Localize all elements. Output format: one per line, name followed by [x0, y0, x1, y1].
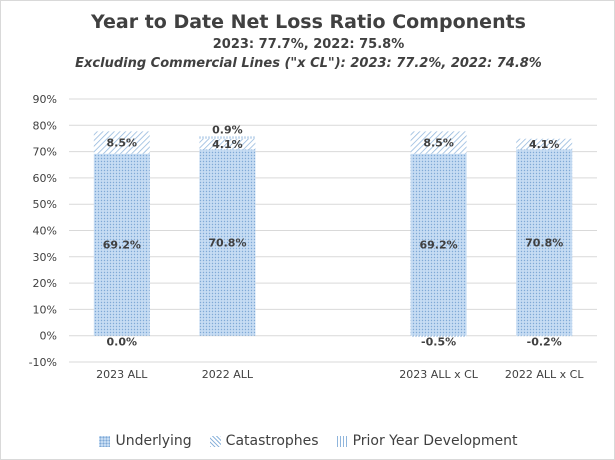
bar-prior-year-development: [410, 335, 467, 338]
data-label-prior-year-development: 0.9%: [212, 123, 243, 136]
data-label-catastrophes: 4.1%: [212, 138, 243, 151]
bar-underlying: [93, 153, 150, 336]
bar-catastrophes: [516, 138, 573, 150]
gridlines: [69, 98, 597, 363]
x-tick-label: 2022 ALL x CL: [505, 368, 584, 381]
y-tick-label: 50%: [33, 198, 57, 211]
legend-label-catastrophes: Catastrophes: [225, 433, 319, 449]
chart-subtitle-excl-cl: Excluding Commercial Lines ("x CL"): 202…: [75, 56, 542, 71]
catastrophes-swatch-icon: [209, 435, 221, 447]
bar-prior-year-development: [199, 136, 256, 139]
chart-title: Year to Date Net Loss Ratio Components: [90, 11, 526, 33]
bars: [93, 131, 573, 338]
bar-catastrophes: [93, 131, 150, 154]
y-tick-label: 70%: [33, 146, 57, 159]
legend-label-underlying: Underlying: [115, 433, 192, 449]
y-tick-label: 90%: [33, 93, 57, 106]
data-label-underlying: 69.2%: [103, 239, 141, 252]
y-tick-label: -10%: [29, 356, 57, 369]
y-tick-label: 0%: [40, 330, 57, 343]
data-label-prior-year-development: -0.2%: [527, 336, 562, 349]
y-tick-label: 60%: [33, 172, 57, 185]
bar-prior-year-development: [516, 335, 573, 337]
bar-catastrophes: [410, 131, 467, 154]
legend-item-catastrophes[interactable]: Catastrophes: [209, 433, 319, 449]
y-tick-label: 10%: [33, 303, 57, 316]
underlying-swatch-icon: [99, 435, 111, 447]
data-labels: 69.2% 8.5% 0.0% 70.8% 4.1% 0.9% 69.2% 8.5% -0.5%…: [103, 123, 564, 348]
y-tick-label: 40%: [33, 225, 57, 238]
legend-item-prior-year-development[interactable]: Prior Year Development: [336, 433, 518, 449]
x-tick-label: 2022 ALL: [202, 368, 254, 381]
y-tick-label: 30%: [33, 251, 57, 264]
chart-subtitle: 2023: 77.7%, 2022: 75.8%: [212, 37, 405, 52]
y-tick-label: 20%: [33, 277, 57, 290]
data-label-prior-year-development: 0.0%: [107, 336, 138, 349]
bar-underlying: [199, 149, 256, 336]
y-tick-label: 80%: [33, 119, 57, 132]
data-label-underlying: 69.2%: [420, 239, 458, 252]
x-axis: 2023 ALL 2022 ALL 2023 ALL x CL 2022 ALL x …: [96, 368, 584, 381]
data-label-catastrophes: 8.5%: [107, 137, 138, 150]
data-label-catastrophes: 4.1%: [529, 138, 560, 151]
legend-label-prior-year-development: Prior Year Development: [352, 433, 518, 449]
stacked-bar-chart: 90% 80% 70% 60% 50% 40% 30% 20% 10% 0% -10% 69.2% 8…: [29, 93, 597, 381]
x-tick-label: 2023 ALL x CL: [399, 368, 478, 381]
bar-underlying: [516, 149, 573, 336]
data-label-catastrophes: 8.5%: [423, 137, 454, 150]
data-label-underlying: 70.8%: [208, 237, 246, 250]
legend-item-underlying[interactable]: Underlying: [99, 433, 192, 449]
prior-year-development-swatch-icon: [336, 435, 348, 447]
data-label-underlying: 70.8%: [525, 237, 563, 250]
bar-catastrophes: [199, 138, 256, 150]
bar-underlying: [410, 153, 467, 336]
y-axis: 90% 80% 70% 60% 50% 40% 30% 20% 10% 0% -10%: [29, 93, 57, 369]
x-tick-label: 2023 ALL: [96, 368, 148, 381]
legend: Underlying Catastrophes Prior Year Devel…: [1, 433, 615, 449]
data-label-prior-year-development: -0.5%: [421, 336, 456, 349]
